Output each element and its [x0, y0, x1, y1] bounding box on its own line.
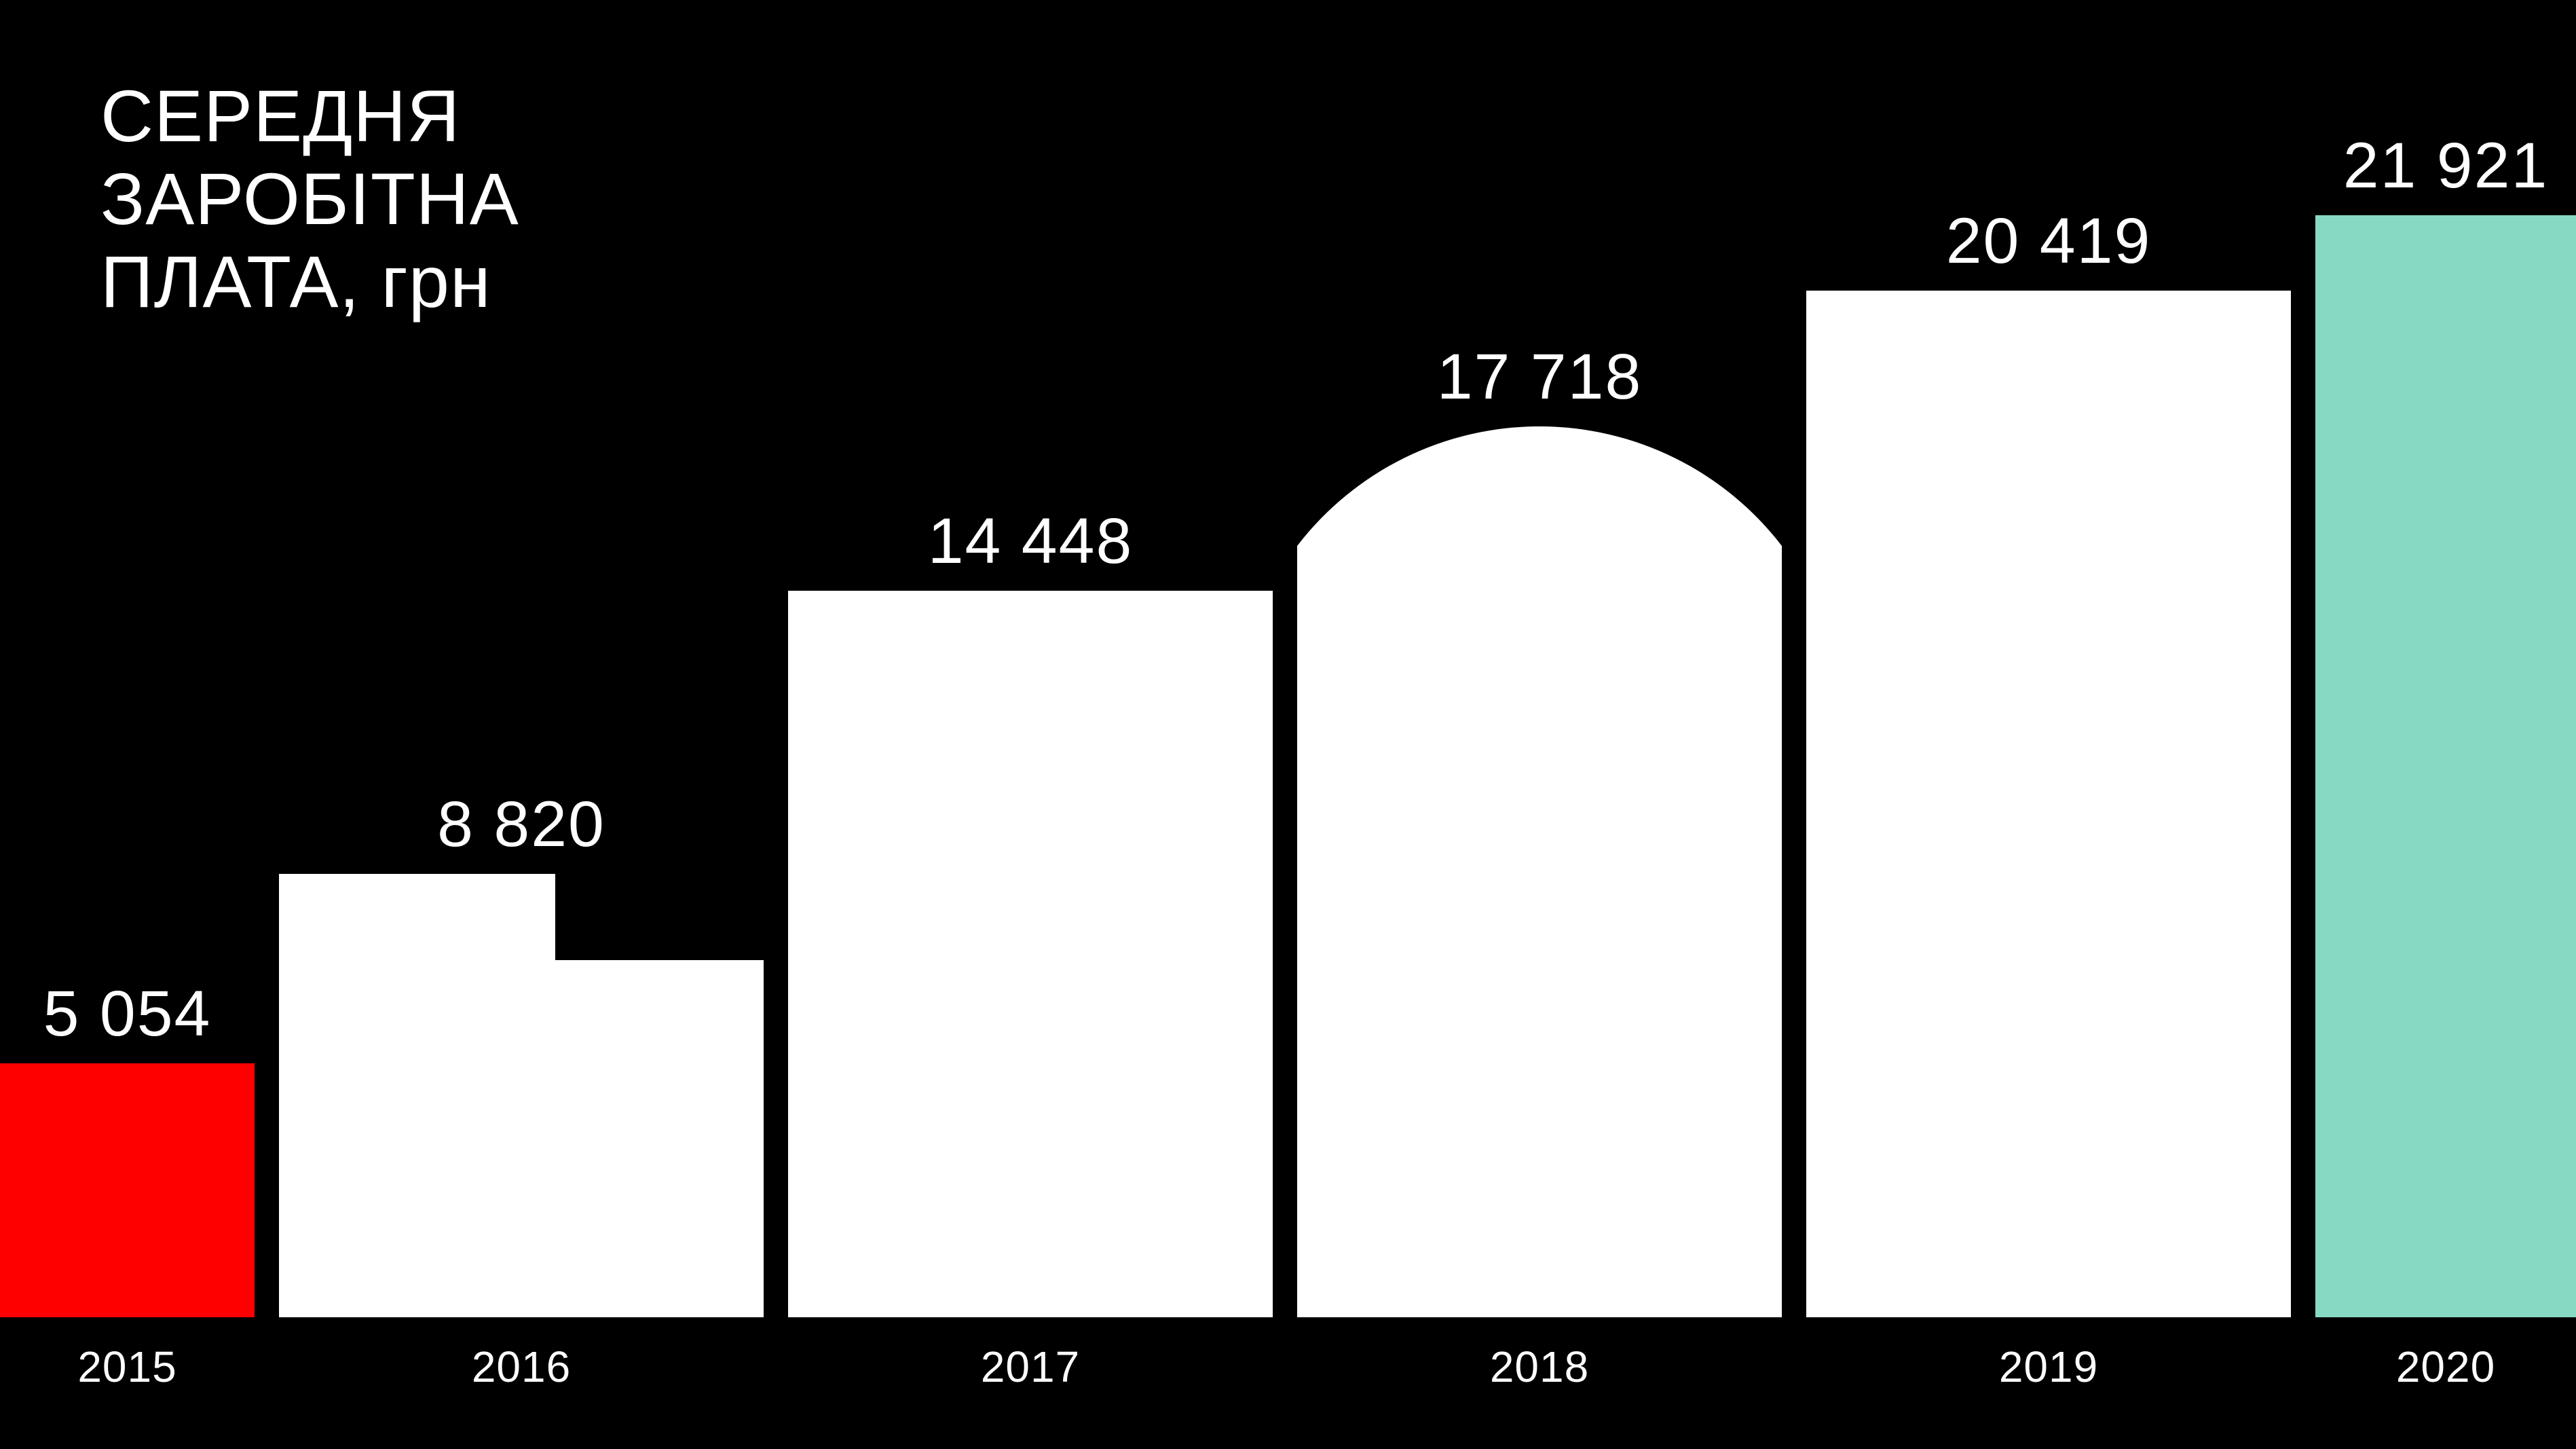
bar-2016-main-segment: [279, 874, 555, 1317]
x-axis-label-2019: 2019: [1998, 1342, 2099, 1391]
x-axis-label-2020: 2020: [2395, 1342, 2496, 1391]
bar-2018-body: [1297, 546, 1782, 1317]
bar-2020: [2315, 215, 2576, 1317]
bar-2017: [788, 591, 1273, 1317]
x-axis-label-2016: 2016: [471, 1342, 572, 1391]
bar-2018-dome-top: [1297, 426, 1782, 546]
x-axis-label-2017: 2017: [980, 1342, 1081, 1391]
bar-2015: [0, 1063, 255, 1317]
bar-2018: [1297, 426, 1782, 1317]
value-label-2016: 8 820: [437, 788, 605, 860]
chart-title-line-1: СЕРЕДНЯ: [100, 75, 461, 157]
value-label-2020: 21 921: [2342, 130, 2549, 202]
value-label-2015: 5 054: [43, 978, 212, 1050]
x-axis-label-2015: 2015: [77, 1342, 177, 1391]
bar-2019: [1806, 291, 2291, 1317]
chart-title: СЕРЕДНЯ ЗАРОБІТНА ПЛАТА, грн: [100, 75, 519, 323]
value-label-2017: 14 448: [927, 505, 1134, 577]
value-label-2018: 17 718: [1436, 341, 1643, 413]
chart-title-line-3: ПЛАТА, грн: [100, 240, 491, 323]
bar-2016: [279, 874, 764, 1317]
chart-title-line-2: ЗАРОБІТНА: [100, 158, 519, 240]
x-axis-label-2018: 2018: [1489, 1342, 1590, 1391]
bar-2016-step-segment: [555, 960, 764, 1317]
value-label-2019: 20 419: [1945, 205, 2152, 277]
